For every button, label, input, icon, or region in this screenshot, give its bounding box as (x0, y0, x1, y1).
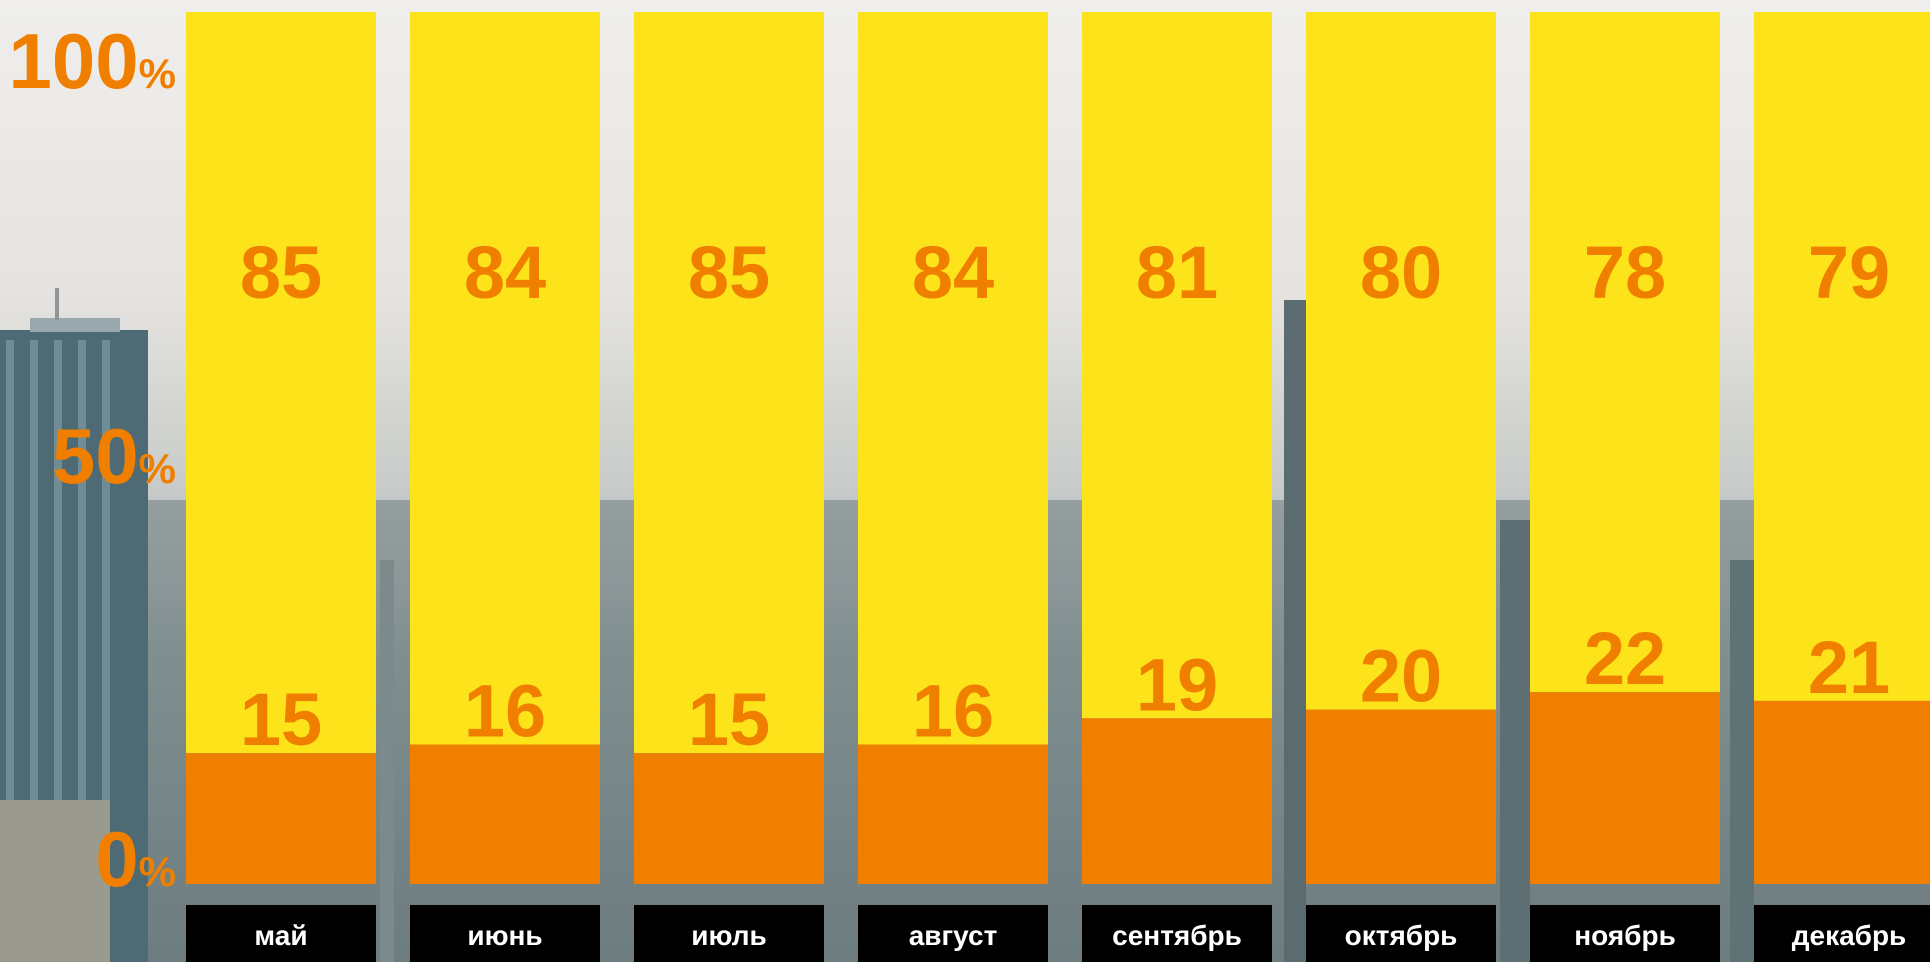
bar-segment-upper (186, 12, 376, 754)
month-label: август (909, 920, 998, 951)
month-label: июль (691, 920, 766, 951)
y-tick-label: 0% (95, 815, 176, 903)
bar-value-lower: 22 (1584, 617, 1666, 700)
bar-value-upper: 79 (1808, 231, 1890, 314)
month-label: июнь (467, 920, 542, 951)
bar-value-upper: 85 (688, 231, 770, 314)
bar-value-upper: 84 (464, 231, 546, 314)
month-label: декабрь (1792, 920, 1907, 951)
month-label-box (410, 905, 600, 962)
month-label-box (186, 905, 376, 962)
bars-layer: 85 15 май 84 16 июнь 85 15 июль 84 16 август 81 19 сен… (186, 12, 1930, 962)
bar-value-upper: 80 (1360, 231, 1442, 314)
month-label-box (634, 905, 824, 962)
bar-value-upper: 85 (240, 231, 322, 314)
bar-segment-upper (1082, 12, 1272, 719)
bar-value-lower: 16 (464, 669, 546, 752)
bar-segment-lower (1306, 709, 1496, 884)
month-label-box (1754, 905, 1930, 962)
bar-value-lower: 20 (1360, 635, 1442, 718)
bar-value-lower: 15 (688, 678, 770, 761)
month-label-box (1082, 905, 1272, 962)
month-label: ноябрь (1574, 920, 1676, 951)
bar-segment-upper (1306, 12, 1496, 710)
bar-value-lower: 21 (1808, 626, 1890, 709)
bar-value-upper: 78 (1584, 231, 1666, 314)
bar-value-lower: 16 (912, 669, 994, 752)
bar-segment-lower (410, 744, 600, 884)
month-label: октябрь (1345, 920, 1458, 951)
y-tick-label: 50% (52, 412, 176, 500)
y-axis-labels: 0% 50% 100% (9, 17, 177, 903)
bar-segment-upper (1530, 12, 1720, 693)
bar-value-lower: 15 (240, 678, 322, 761)
bar-segment-lower (186, 753, 376, 884)
bar-segment-lower (1082, 718, 1272, 884)
bar-segment-lower (1530, 692, 1720, 884)
month-label-box (1306, 905, 1496, 962)
bar-segment-upper (410, 12, 600, 745)
bar-segment-upper (858, 12, 1048, 745)
bar-value-upper: 81 (1136, 231, 1218, 314)
bar-segment-lower (1754, 700, 1930, 884)
bar-value-upper: 84 (912, 231, 994, 314)
month-label: сентябрь (1112, 920, 1242, 951)
y-tick-label: 100% (9, 17, 177, 105)
bar-segment-lower (634, 753, 824, 884)
bar-segment-upper (634, 12, 824, 754)
month-label: май (254, 920, 307, 951)
bar-segment-upper (1754, 12, 1930, 701)
bar-segment-lower (858, 744, 1048, 884)
month-label-box (858, 905, 1048, 962)
bar-value-lower: 19 (1136, 643, 1218, 726)
month-label-box (1530, 905, 1720, 962)
